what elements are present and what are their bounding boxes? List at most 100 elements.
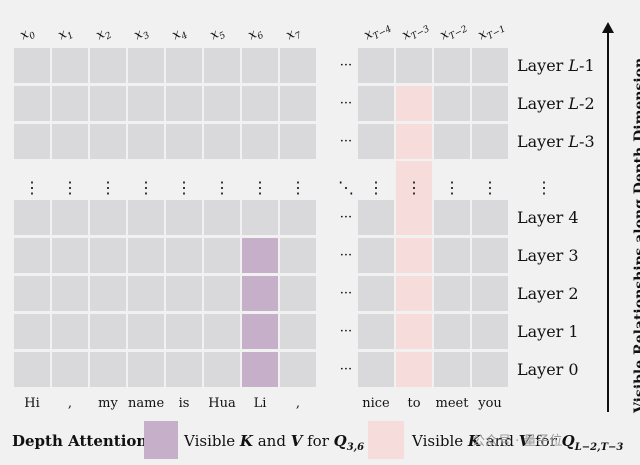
grid-cell bbox=[52, 200, 88, 235]
grid-cell bbox=[90, 314, 126, 349]
grid-cell bbox=[52, 352, 88, 387]
grid-cell bbox=[128, 314, 164, 349]
layer-label-prefix: Layer 2 bbox=[517, 284, 579, 303]
grid-cell bbox=[204, 276, 240, 311]
grid-cell bbox=[396, 276, 432, 311]
grid-cell bbox=[242, 238, 278, 273]
grid-cell bbox=[204, 352, 240, 387]
token-label: Li bbox=[253, 396, 267, 411]
legend-item-purple: Visible K and V for Q3,6 bbox=[184, 432, 364, 453]
column-label: x7 bbox=[284, 24, 304, 46]
column-label: xT−2 bbox=[438, 18, 470, 46]
layer-label-prefix: Layer bbox=[517, 94, 569, 113]
layer-label-suffix: -1 bbox=[579, 56, 595, 75]
grid-cell bbox=[358, 238, 394, 273]
depth-axis-title: Visible Relationships along Depth Dimens… bbox=[632, 57, 640, 413]
grid-cell bbox=[128, 276, 164, 311]
layer-label-prefix: Layer 1 bbox=[517, 322, 579, 341]
grid-cell bbox=[358, 314, 394, 349]
grid-cell bbox=[52, 86, 88, 121]
grid-cell bbox=[396, 86, 432, 121]
column-label: x3 bbox=[132, 24, 152, 46]
layer-label: Layer 3 bbox=[517, 246, 579, 265]
grid-cell bbox=[280, 48, 316, 83]
grid-cell bbox=[434, 200, 470, 235]
grid-cell bbox=[242, 314, 278, 349]
column-label-subscript: T−1 bbox=[485, 24, 508, 43]
layer-label-var: L bbox=[568, 132, 580, 151]
grid-cell-gap bbox=[396, 161, 432, 200]
legend-item-purple-v: V bbox=[290, 432, 303, 450]
grid-cell bbox=[166, 276, 202, 311]
legend-item-purple-pre: Visible bbox=[184, 432, 240, 450]
grid-cell bbox=[204, 86, 240, 121]
grid-cell bbox=[396, 124, 432, 159]
grid-cell bbox=[280, 238, 316, 273]
grid-cell bbox=[242, 48, 278, 83]
ellipsis-vertical: ⋮ bbox=[406, 178, 422, 197]
ellipsis-vertical: ⋮ bbox=[444, 178, 460, 197]
grid-cell bbox=[166, 86, 202, 121]
ellipsis-horizontal: ··· bbox=[339, 210, 353, 225]
grid-cell bbox=[472, 48, 508, 83]
ellipsis-vertical: ⋮ bbox=[290, 178, 306, 197]
column-label-subscript: T−4 bbox=[371, 24, 394, 43]
grid-cell bbox=[472, 86, 508, 121]
column-label: xT−4 bbox=[362, 18, 394, 46]
legend-item-pink: Visible K and V for QL−2,T−3 bbox=[412, 432, 623, 453]
grid-cell bbox=[472, 124, 508, 159]
grid-cell bbox=[396, 314, 432, 349]
layer-label-prefix: Layer 3 bbox=[517, 246, 579, 265]
layer-label-prefix: Layer 0 bbox=[517, 360, 579, 379]
grid-cell bbox=[204, 48, 240, 83]
ellipsis-vertical: ⋮ bbox=[24, 178, 40, 197]
grid-cell bbox=[242, 200, 278, 235]
layer-label-prefix: Layer bbox=[517, 56, 569, 75]
grid-cell bbox=[14, 200, 50, 235]
grid-cell bbox=[396, 352, 432, 387]
grid-cell bbox=[166, 352, 202, 387]
legend-item-pink-v: V bbox=[518, 432, 531, 450]
grid-cell bbox=[14, 48, 50, 83]
token-label: name bbox=[128, 396, 165, 411]
grid-cell bbox=[14, 124, 50, 159]
grid-cell bbox=[128, 200, 164, 235]
ellipsis-horizontal: ··· bbox=[339, 362, 353, 377]
token-label: to bbox=[407, 396, 421, 411]
grid-cell bbox=[128, 124, 164, 159]
grid-cell bbox=[90, 48, 126, 83]
layer-label: Layer 1 bbox=[517, 322, 579, 341]
legend-item-purple-post: for bbox=[302, 432, 334, 450]
grid-cell bbox=[280, 352, 316, 387]
ellipsis-horizontal: ··· bbox=[339, 324, 353, 339]
legend-swatch-pink bbox=[368, 421, 404, 459]
column-label: xT−3 bbox=[400, 18, 432, 46]
grid-cell bbox=[358, 48, 394, 83]
ellipsis-horizontal: ··· bbox=[339, 58, 353, 73]
legend-item-pink-sub: L−2,T−3 bbox=[574, 442, 624, 453]
ellipsis-horizontal: ··· bbox=[339, 96, 353, 111]
legend-item-pink-pre: Visible bbox=[412, 432, 468, 450]
column-label: x6 bbox=[246, 24, 266, 46]
ellipsis-vertical: ⋮ bbox=[482, 178, 498, 197]
grid-cell bbox=[280, 276, 316, 311]
token-label: is bbox=[178, 396, 190, 411]
grid-cell bbox=[90, 352, 126, 387]
grid-cell bbox=[434, 314, 470, 349]
grid-cell bbox=[204, 238, 240, 273]
grid-cell bbox=[14, 314, 50, 349]
grid-cell bbox=[14, 86, 50, 121]
depth-axis-line bbox=[607, 30, 609, 412]
grid-cell bbox=[242, 124, 278, 159]
ellipsis-diagonal: ⋱ bbox=[338, 178, 354, 197]
ellipsis-horizontal: ··· bbox=[339, 134, 353, 149]
ellipsis-horizontal: ··· bbox=[339, 248, 353, 263]
layer-label-var: L bbox=[568, 56, 580, 75]
grid-cell bbox=[358, 124, 394, 159]
grid-cell bbox=[358, 86, 394, 121]
ellipsis-vertical: ⋮ bbox=[62, 178, 78, 197]
grid-cell bbox=[472, 200, 508, 235]
grid-cell bbox=[280, 200, 316, 235]
column-label-subscript: T−2 bbox=[447, 24, 470, 43]
grid-cell bbox=[358, 200, 394, 235]
